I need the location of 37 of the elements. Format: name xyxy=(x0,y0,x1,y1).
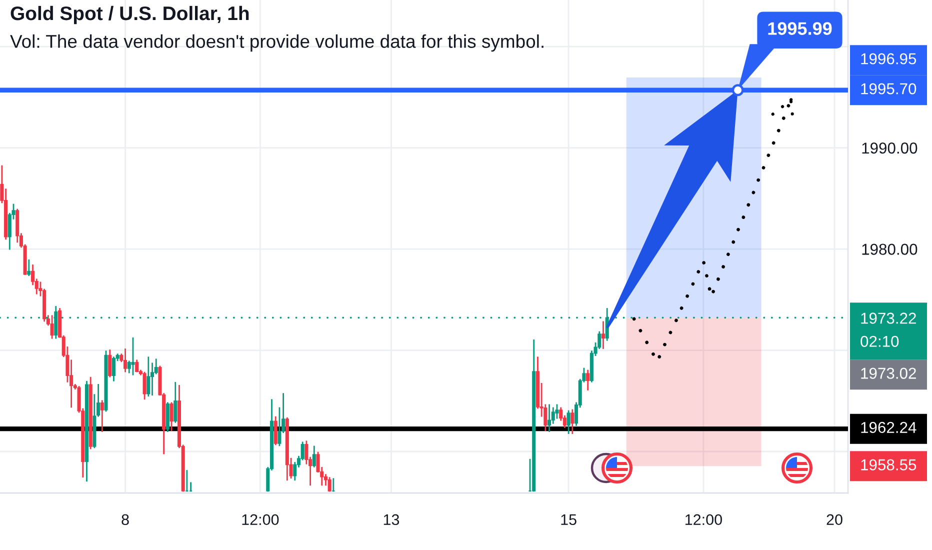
candlestick xyxy=(274,416,278,446)
annotation: 1995.99 xyxy=(768,22,832,35)
y-tick-label: 1990.00 xyxy=(862,142,918,154)
ref-line-label: 1995.70 xyxy=(861,83,916,94)
x-tick-label: 8 xyxy=(122,514,129,526)
candlestick xyxy=(135,360,139,372)
text: 1996.95 xyxy=(861,53,916,64)
ref-line-label: 1973.22 02:10 xyxy=(860,312,916,347)
candlestick xyxy=(586,370,590,390)
candlestick xyxy=(131,337,135,376)
chart-title: Gold Spot / U.S. Dollar, 1h xyxy=(10,6,249,24)
candlestick xyxy=(548,404,552,432)
candlestick xyxy=(100,400,104,432)
candlestick xyxy=(566,410,570,434)
candlestick xyxy=(601,321,606,349)
candlestick xyxy=(27,259,31,276)
text: 1958.55 xyxy=(861,459,916,470)
candlestick xyxy=(108,350,112,378)
candlestick xyxy=(146,356,150,397)
ref-line-label: 1962.24 xyxy=(861,422,916,434)
x-tick-label: 12:00 xyxy=(242,514,279,526)
candlestick xyxy=(142,372,146,400)
x-tick-label: 15 xyxy=(561,514,576,526)
candlestick xyxy=(312,446,316,468)
x-tick-label: 20 xyxy=(826,514,842,526)
candlestick xyxy=(112,356,116,382)
candlestick xyxy=(174,382,178,423)
candlestick xyxy=(124,348,128,372)
x-tick-label: 12:00 xyxy=(686,514,722,526)
x-tick-label: 13 xyxy=(384,514,400,526)
candlestick xyxy=(328,477,332,492)
y-tick-label: 1980.00 xyxy=(862,244,918,255)
candlestick xyxy=(570,409,574,434)
candlestick xyxy=(170,402,174,431)
text: Vol: The data vendor doesn't provide volume data for this symbol. xyxy=(10,34,544,52)
text: 1973.02 xyxy=(861,368,916,379)
candlestick xyxy=(50,315,54,339)
